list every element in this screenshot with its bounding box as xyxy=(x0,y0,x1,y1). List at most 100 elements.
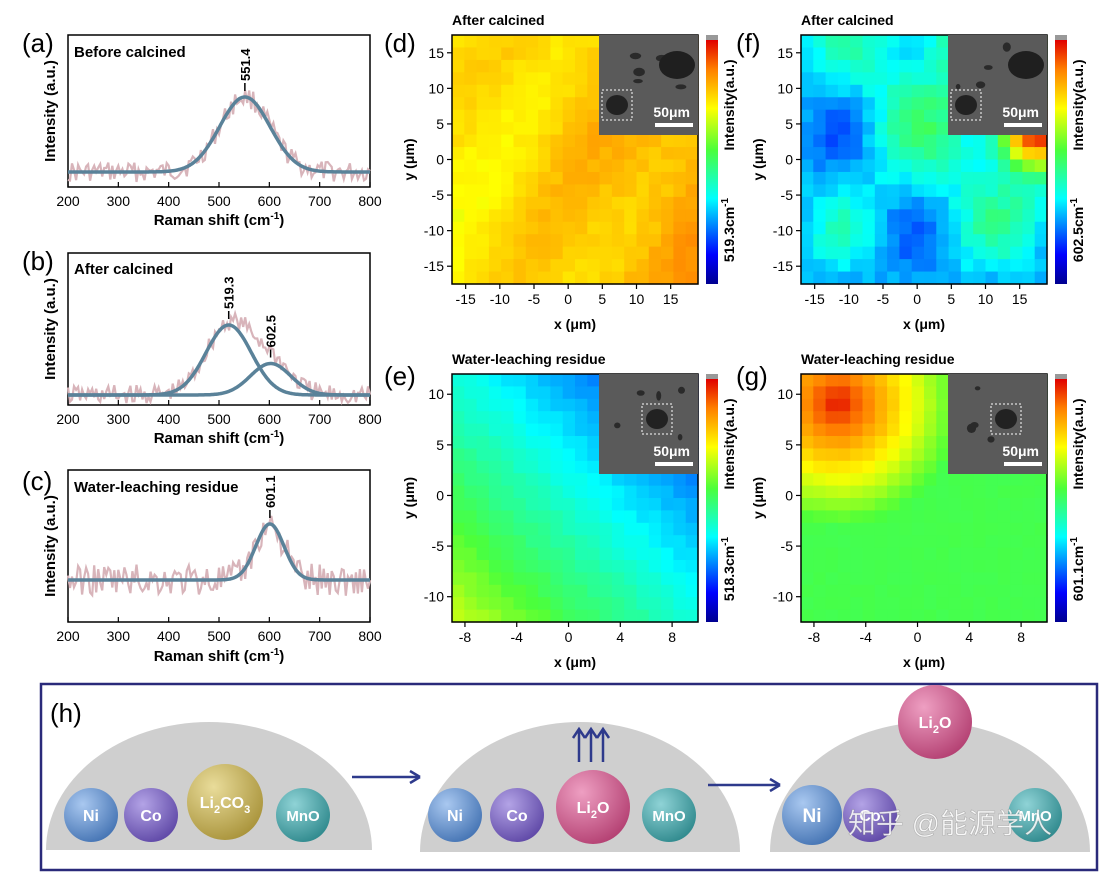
heatmap-cell xyxy=(1022,584,1036,598)
heatmap-cell xyxy=(685,196,699,210)
heatmap-cell xyxy=(837,386,851,400)
heatmap-cell xyxy=(960,259,974,273)
heatmap-cell xyxy=(685,498,699,511)
heatmap-cell xyxy=(648,522,662,536)
heatmap-cell xyxy=(611,259,625,273)
heatmap-cell xyxy=(924,246,937,260)
heatmap-cell xyxy=(960,246,974,260)
heatmap-cell xyxy=(924,159,937,173)
heatmap-cell xyxy=(488,159,502,173)
colorbar-peak: 518.3cm-1 xyxy=(720,536,737,601)
heatmap-cell xyxy=(813,196,827,210)
heatmap-cell xyxy=(887,597,900,611)
heatmap-cell xyxy=(801,72,814,86)
heatmap-cell xyxy=(850,436,864,449)
heatmap-cell xyxy=(538,597,551,611)
ni-sphere xyxy=(782,785,842,845)
scalebar-label: 50μm xyxy=(1002,443,1039,459)
heatmap-cell xyxy=(825,609,839,623)
heatmap-cell xyxy=(924,72,937,86)
heatmap-cell xyxy=(1010,510,1023,524)
heatmap-cell xyxy=(513,498,527,511)
scalebar-label: 50μm xyxy=(653,104,690,120)
heatmap-cell xyxy=(874,97,888,111)
heatmap-cell xyxy=(985,522,999,536)
heatmap-cell xyxy=(862,609,876,623)
x-tick-label: 800 xyxy=(358,628,382,644)
heatmap-cell xyxy=(488,398,502,412)
x-axis-label: Raman shift (cm-1) xyxy=(154,647,285,665)
heatmap-cell xyxy=(837,485,851,499)
scalebar xyxy=(655,462,693,466)
heatmap-cell xyxy=(825,510,839,524)
heatmap-cell xyxy=(476,221,490,235)
particle-speck xyxy=(974,386,981,391)
heatmap-cell xyxy=(924,609,937,623)
mno-sphere xyxy=(642,788,696,842)
heatmap-cell xyxy=(685,584,699,598)
heatmap-cell xyxy=(887,572,900,586)
heatmap-cell xyxy=(476,398,490,412)
heatmap-cell xyxy=(1010,597,1023,611)
heatmap-cell xyxy=(685,510,699,524)
heatmap-cell xyxy=(874,184,888,198)
heatmap-cell xyxy=(575,473,588,487)
heatmap-cell xyxy=(464,147,478,161)
heatmap-cell xyxy=(813,411,827,425)
heatmap-cell xyxy=(899,122,913,136)
heatmap-cell xyxy=(550,386,564,400)
x-tick-label: 600 xyxy=(258,628,282,644)
heatmap-cell xyxy=(562,547,576,561)
heatmap-cell xyxy=(813,436,827,449)
heatmap-cell xyxy=(936,234,950,248)
heatmap-cell xyxy=(673,147,687,161)
heatmap-cell xyxy=(924,572,937,586)
heatmap-cell xyxy=(862,97,876,111)
heatmap-cell xyxy=(525,171,539,185)
particle-speck xyxy=(614,422,621,429)
heatmap-cell xyxy=(661,184,674,198)
heatmap-cell xyxy=(985,209,999,223)
heatmap-cell xyxy=(887,448,900,462)
heatmap-cell xyxy=(538,547,551,561)
y-tick-label: -15 xyxy=(424,258,444,274)
heatmap-cell xyxy=(973,246,987,260)
heatmap-cell xyxy=(887,510,900,524)
heatmap-cell xyxy=(997,535,1011,549)
heatmap-cell xyxy=(801,184,814,198)
heatmap-cell xyxy=(1010,171,1023,185)
heatmap-cell xyxy=(648,498,662,511)
heatmap-cell xyxy=(587,59,601,73)
heatmap-cell xyxy=(587,122,601,136)
heatmap-cell xyxy=(562,386,576,400)
heatmap-cell xyxy=(960,498,974,511)
heatmap-cell xyxy=(936,246,950,260)
heatmap-cell xyxy=(611,498,625,511)
heatmap-cell xyxy=(488,209,502,223)
heatmap-cell xyxy=(525,84,539,98)
heatmap-cell xyxy=(948,510,962,524)
heatmap-cell xyxy=(476,374,490,387)
heatmap-cell xyxy=(476,423,490,437)
heatmap-cell xyxy=(850,84,864,98)
heatmap-cell xyxy=(960,234,974,248)
heatmap-cell xyxy=(575,374,588,387)
heatmap-cell xyxy=(575,535,588,549)
heatmap-cell xyxy=(899,59,913,73)
map-title: After calcined xyxy=(801,12,894,28)
heatmap-cell xyxy=(837,72,851,86)
heatmap-cell xyxy=(825,473,839,487)
x-tick-label: 600 xyxy=(258,411,282,427)
heatmap-cell xyxy=(513,35,527,49)
heatmap-cell xyxy=(513,246,527,260)
heatmap-cell xyxy=(661,547,674,561)
heatmap-cell xyxy=(513,597,527,611)
heatmap-cell xyxy=(825,535,839,549)
heatmap-cell xyxy=(911,498,925,511)
heatmap-cell xyxy=(911,271,925,285)
heatmap-cell xyxy=(850,159,864,173)
heatmap-cell xyxy=(464,246,478,260)
heatmap-cell xyxy=(997,609,1011,623)
